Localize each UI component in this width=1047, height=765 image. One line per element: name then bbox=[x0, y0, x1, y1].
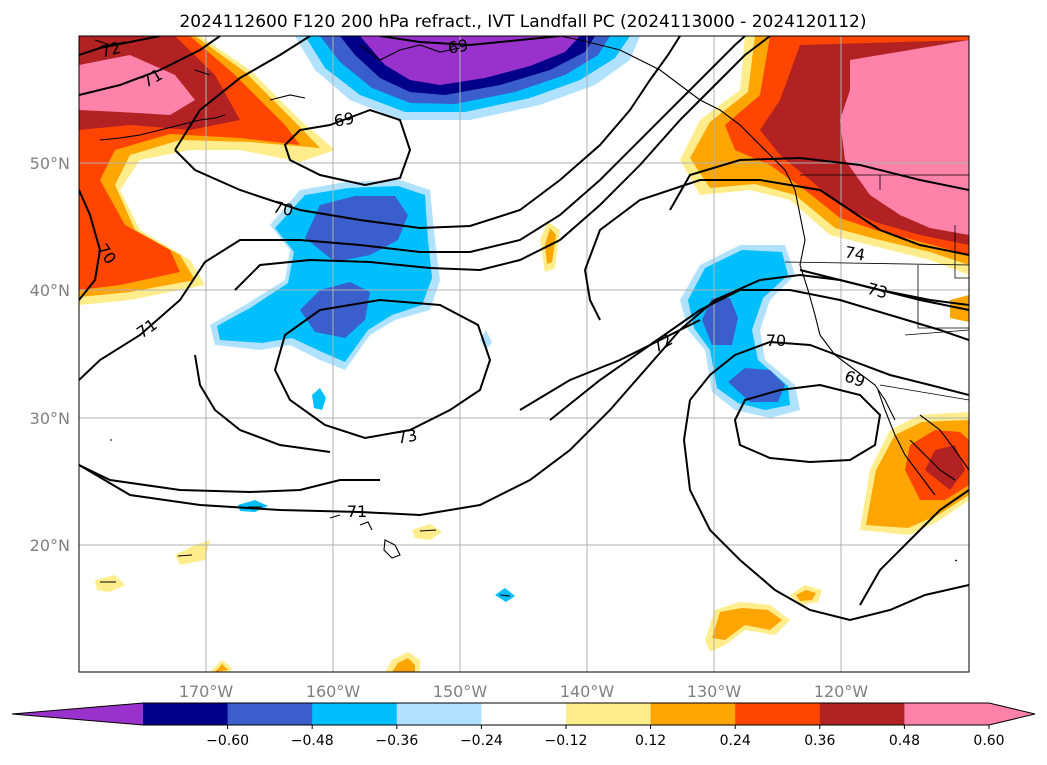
colorbar-tick-label: 0.48 bbox=[889, 733, 920, 749]
coast-mexico-mainland bbox=[919, 414, 969, 471]
region-positive-blob-h-core bbox=[215, 664, 228, 672]
colorbar-segment bbox=[904, 703, 990, 725]
filled-regions bbox=[79, 36, 969, 672]
colorbar-tick-label: 0.12 bbox=[635, 733, 666, 749]
lon-label-120w: 120°W bbox=[814, 682, 869, 701]
contour-69-top bbox=[379, 36, 561, 47]
region-negative-center-blue-lower bbox=[300, 282, 370, 338]
colorbar-segment bbox=[143, 703, 229, 725]
region-positive-blob-f-core bbox=[796, 590, 816, 601]
colorbar-extend-min bbox=[12, 703, 143, 725]
contour-label-70-east: 70 bbox=[766, 331, 786, 350]
contour-70-east bbox=[682, 340, 969, 622]
region-positive-bottomright-darkred bbox=[925, 445, 965, 490]
map-title: 2024112600 F120 200 hPa refract., IVT La… bbox=[179, 12, 866, 32]
contour-73-east bbox=[519, 269, 969, 411]
lon-label-140w: 140°W bbox=[560, 682, 615, 701]
contour-72-topleft bbox=[79, 36, 161, 56]
contour-70-west bbox=[79, 189, 102, 301]
colorbar-tick-label: 0.24 bbox=[720, 733, 751, 749]
lat-label-20n: 20°N bbox=[30, 536, 70, 555]
contour-73-loop bbox=[273, 298, 492, 440]
contour-label-73-east: 73 bbox=[865, 279, 890, 303]
lat-label-40n: 40°N bbox=[30, 281, 70, 300]
contour-73-bottomright bbox=[859, 489, 969, 606]
contour-74 bbox=[584, 156, 969, 271]
colorbar-tick-label: −0.60 bbox=[206, 733, 249, 749]
lat-label-30n: 30°N bbox=[30, 409, 70, 428]
colorbar-tick-label: 0.36 bbox=[804, 733, 835, 749]
map-frame bbox=[78, 35, 970, 673]
region-positive-blob-a-core bbox=[545, 228, 556, 264]
latitude-labels: 50°N 40°N 30°N 20°N bbox=[30, 154, 70, 555]
colorbar-segment bbox=[312, 703, 398, 725]
map-area: 72 71 69 69 70 70 71 73 71 72 70 69 74 7… bbox=[79, 35, 969, 672]
coast-bc-pacificnw bbox=[739, 124, 821, 336]
refractivity-contours bbox=[79, 36, 969, 622]
region-positive-blob-b bbox=[175, 540, 210, 565]
colorbar-segment bbox=[819, 703, 905, 725]
coast-alaska-south bbox=[359, 36, 741, 126]
colorbar-segment bbox=[481, 703, 567, 725]
coast-hawaii bbox=[329, 514, 401, 559]
lon-label-170w: 170°W bbox=[179, 682, 234, 701]
political-borders bbox=[784, 174, 969, 401]
colorbar-tick-label: −0.12 bbox=[545, 733, 588, 749]
coast-baja bbox=[877, 389, 956, 496]
contour-label-70-main: 70 bbox=[271, 197, 295, 220]
region-negative-east-blue-upper bbox=[702, 298, 738, 345]
colorbar-extend-max bbox=[989, 703, 1035, 725]
contour-71-topleft bbox=[79, 36, 221, 96]
region-positive-topright-pink bbox=[840, 40, 969, 235]
contour-69-east bbox=[733, 383, 882, 464]
contour-69-loop bbox=[283, 108, 412, 187]
region-negative-center-blue-upper bbox=[305, 196, 408, 262]
colorbar-segment bbox=[650, 703, 736, 725]
coast-california bbox=[819, 334, 896, 421]
region-positive-topleft-pink bbox=[79, 55, 195, 115]
region-positive-blob-c bbox=[95, 575, 125, 592]
lon-label-150w: 150°W bbox=[433, 682, 488, 701]
region-negative-blob-d bbox=[480, 330, 492, 350]
contour-label-73-loop: 73 bbox=[395, 425, 418, 447]
colorbar-tick-label: 0.60 bbox=[973, 733, 1004, 749]
contour-label-74: 74 bbox=[843, 242, 866, 264]
longitude-labels: 170°W 160°W 150°W 140°W 130°W 120°W bbox=[179, 682, 869, 701]
colorbar-outline bbox=[11, 702, 1036, 726]
colorbar-segment bbox=[735, 703, 821, 725]
contour-70-main bbox=[174, 36, 681, 230]
colorbar-segment bbox=[396, 703, 482, 725]
contour-72-main bbox=[79, 36, 771, 494]
contour-72-east bbox=[549, 289, 969, 421]
region-positive-blob-d bbox=[412, 524, 442, 540]
colorbar-tick-label: −0.36 bbox=[375, 733, 418, 749]
region-negative-top-purple bbox=[360, 36, 580, 85]
lat-label-50n: 50°N bbox=[30, 154, 70, 173]
border-states bbox=[784, 175, 969, 401]
region-negative-blob-a bbox=[312, 388, 326, 410]
contour-label-69-top: 69 bbox=[446, 35, 469, 57]
region-positive-blob-e-core bbox=[712, 608, 782, 640]
lon-label-160w: 160°W bbox=[306, 682, 361, 701]
colorbar-tick-label: −0.48 bbox=[291, 733, 334, 749]
contour-label-71-lower: 71 bbox=[347, 502, 367, 521]
region-positive-blob-g-core bbox=[392, 658, 415, 672]
colorbar: −0.60 −0.48 −0.36 −0.24 −0.12 0.12 0.24 0.36 0.4… bbox=[11, 702, 1036, 749]
contour-71-main bbox=[79, 36, 746, 381]
lon-label-130w: 130°W bbox=[687, 682, 742, 701]
coast-small-islands bbox=[100, 439, 958, 597]
gridlines bbox=[79, 36, 969, 672]
colorbar-segment bbox=[227, 703, 313, 725]
colorbar-segment bbox=[566, 703, 652, 725]
colorbar-tick-label: −0.24 bbox=[460, 733, 503, 749]
contour-label-72-topleft: 72 bbox=[98, 38, 123, 62]
contour-label-69-loop: 69 bbox=[332, 108, 355, 130]
